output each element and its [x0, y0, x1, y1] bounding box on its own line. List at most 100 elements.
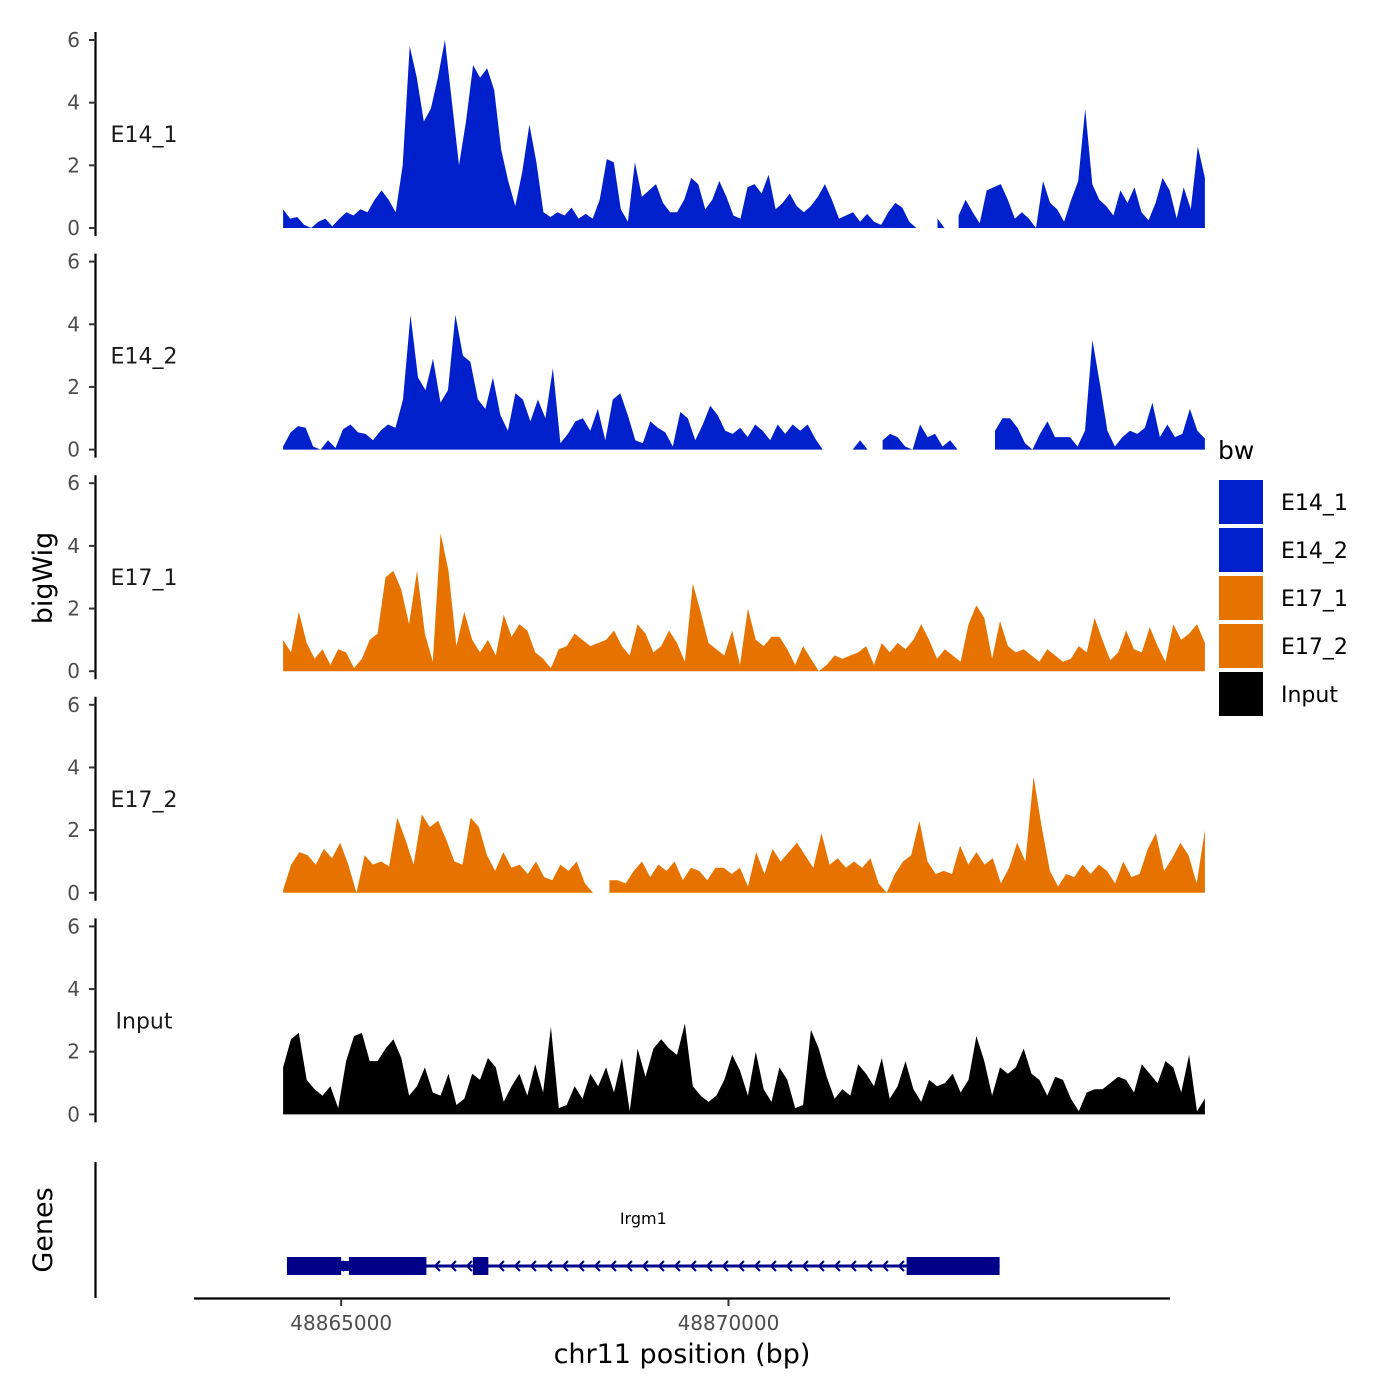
strand-arrow [465, 1260, 473, 1272]
gene-exon [348, 1257, 427, 1275]
coverage-area-E17_2-1 [609, 776, 1205, 893]
legend-label: E14_1 [1281, 491, 1348, 516]
coverage-area-E14_1-2 [958, 108, 1205, 228]
strand-arrow [545, 1260, 553, 1272]
track-label: E14_1 [111, 123, 178, 148]
legend-item-E14_1: E14_1 [1219, 480, 1348, 524]
x-tick-label: 48870000 [678, 1311, 780, 1335]
legend-swatch [1219, 528, 1263, 572]
legend-label: Input [1281, 683, 1338, 708]
strand-arrow [609, 1260, 617, 1272]
coverage-tracks: 0 2 4 6 E14_1 0 2 4 6 E14_2 0 2 4 6 E17_1 0 2 4 6 E17_2 0 2 4 6… [67, 28, 1205, 1126]
coverage-area-E14_2-2 [882, 424, 958, 450]
strand-arrow [497, 1260, 505, 1272]
track-label: E17_1 [111, 566, 178, 591]
gene-exon [286, 1257, 342, 1275]
y-tick-label: 4 [67, 312, 80, 336]
coverage-area-E14_2-0 [283, 314, 823, 450]
legend-label: E17_2 [1281, 635, 1348, 660]
y-tick-label: 6 [67, 693, 80, 717]
coverage-area-E14_2-1 [852, 440, 868, 450]
strand-arrow [881, 1260, 889, 1272]
legend-label: E14_2 [1281, 539, 1348, 564]
strand-arrow [657, 1260, 665, 1272]
coverage-area-E14_1-1 [937, 218, 945, 228]
strand-arrow [753, 1260, 761, 1272]
y-tick-label: 2 [67, 375, 80, 399]
track-label: E17_2 [111, 788, 178, 813]
legend-item-Input: Input [1219, 672, 1338, 716]
legend-swatch [1219, 576, 1263, 620]
track-Input: 0 2 4 6 Input [67, 914, 1205, 1126]
coverage-area-E17_2-0 [283, 814, 594, 893]
gene-exon [906, 1257, 1000, 1275]
strand-arrow [833, 1260, 841, 1272]
strand-arrow [769, 1260, 777, 1272]
y-tick-label: 6 [67, 914, 80, 938]
strand-arrow [513, 1260, 521, 1272]
track-E14_2: 0 2 4 6 E14_2 [67, 250, 1205, 462]
y-axis-title: bigWig [28, 532, 59, 625]
y-tick-label: 6 [67, 471, 80, 495]
strand-arrow [449, 1260, 457, 1272]
legend-title: bw [1218, 436, 1254, 465]
coverage-area-Input-0 [283, 1023, 1205, 1115]
genes-panel: Genes Irgm1 [28, 1162, 1000, 1298]
strand-arrow [849, 1260, 857, 1272]
strand-arrow [721, 1260, 729, 1272]
strand-arrow [641, 1260, 649, 1272]
legend-swatch [1219, 480, 1263, 524]
y-tick-label: 2 [67, 1040, 80, 1064]
x-ticks: 48865000 48870000 [290, 1298, 780, 1335]
strand-arrow [593, 1260, 601, 1272]
legend-item-E17_1: E17_1 [1219, 576, 1348, 620]
y-tick-label: 2 [67, 597, 80, 621]
legend-swatch [1219, 672, 1263, 716]
strand-arrow [785, 1260, 793, 1272]
strand-arrow [689, 1260, 697, 1272]
gene-model-irgm1 [286, 1257, 1000, 1275]
legend-item-E17_2: E17_2 [1219, 624, 1348, 668]
y-tick-label: 2 [67, 153, 80, 177]
y-tick-label: 4 [67, 977, 80, 1001]
strand-arrow [865, 1260, 873, 1272]
coverage-area-E14_1-0 [283, 40, 917, 228]
gene-utr-exon [341, 1261, 349, 1271]
y-tick-label: 4 [67, 91, 80, 115]
strand-arrow [673, 1260, 681, 1272]
y-tick-label: 0 [67, 881, 80, 905]
y-tick-label: 0 [67, 659, 80, 683]
track-E14_1: 0 2 4 6 E14_1 [67, 28, 1205, 240]
legend-item-E14_2: E14_2 [1219, 528, 1348, 572]
gene-exon [472, 1257, 489, 1275]
strand-arrow [577, 1260, 585, 1272]
strand-arrow [561, 1260, 569, 1272]
strand-arrow [817, 1260, 825, 1272]
y-tick-label: 4 [67, 755, 80, 779]
coverage-area-E14_2-3 [995, 339, 1205, 450]
legend-label: E17_1 [1281, 587, 1348, 612]
y-tick-label: 0 [67, 1102, 80, 1126]
track-E17_2: 0 2 4 6 E17_2 [67, 693, 1205, 905]
y-tick-label: 0 [67, 438, 80, 462]
legend: bw E14_1 E14_2 E17_1 E17_2 Input [1218, 436, 1348, 716]
strand-arrow [433, 1260, 441, 1272]
y-tick-label: 2 [67, 818, 80, 842]
gene-label: Irgm1 [620, 1209, 667, 1228]
strand-arrow [625, 1260, 633, 1272]
y-tick-label: 4 [67, 534, 80, 558]
legend-items: E14_1 E14_2 E17_1 E17_2 Input [1219, 480, 1348, 716]
coverage-area-E17_1-0 [283, 533, 1205, 672]
x-tick-label: 48865000 [290, 1311, 392, 1335]
track-label: Input [116, 1009, 173, 1034]
legend-swatch [1219, 624, 1263, 668]
y-tick-label: 0 [67, 216, 80, 240]
strand-arrow [529, 1260, 537, 1272]
strand-arrow [705, 1260, 713, 1272]
strand-arrow [897, 1260, 905, 1272]
track-E17_1: 0 2 4 6 E17_1 [67, 471, 1205, 683]
y-tick-label: 6 [67, 28, 80, 52]
strand-arrow [801, 1260, 809, 1272]
x-axis: 48865000 48870000 chr11 position (bp) [194, 1297, 1170, 1370]
